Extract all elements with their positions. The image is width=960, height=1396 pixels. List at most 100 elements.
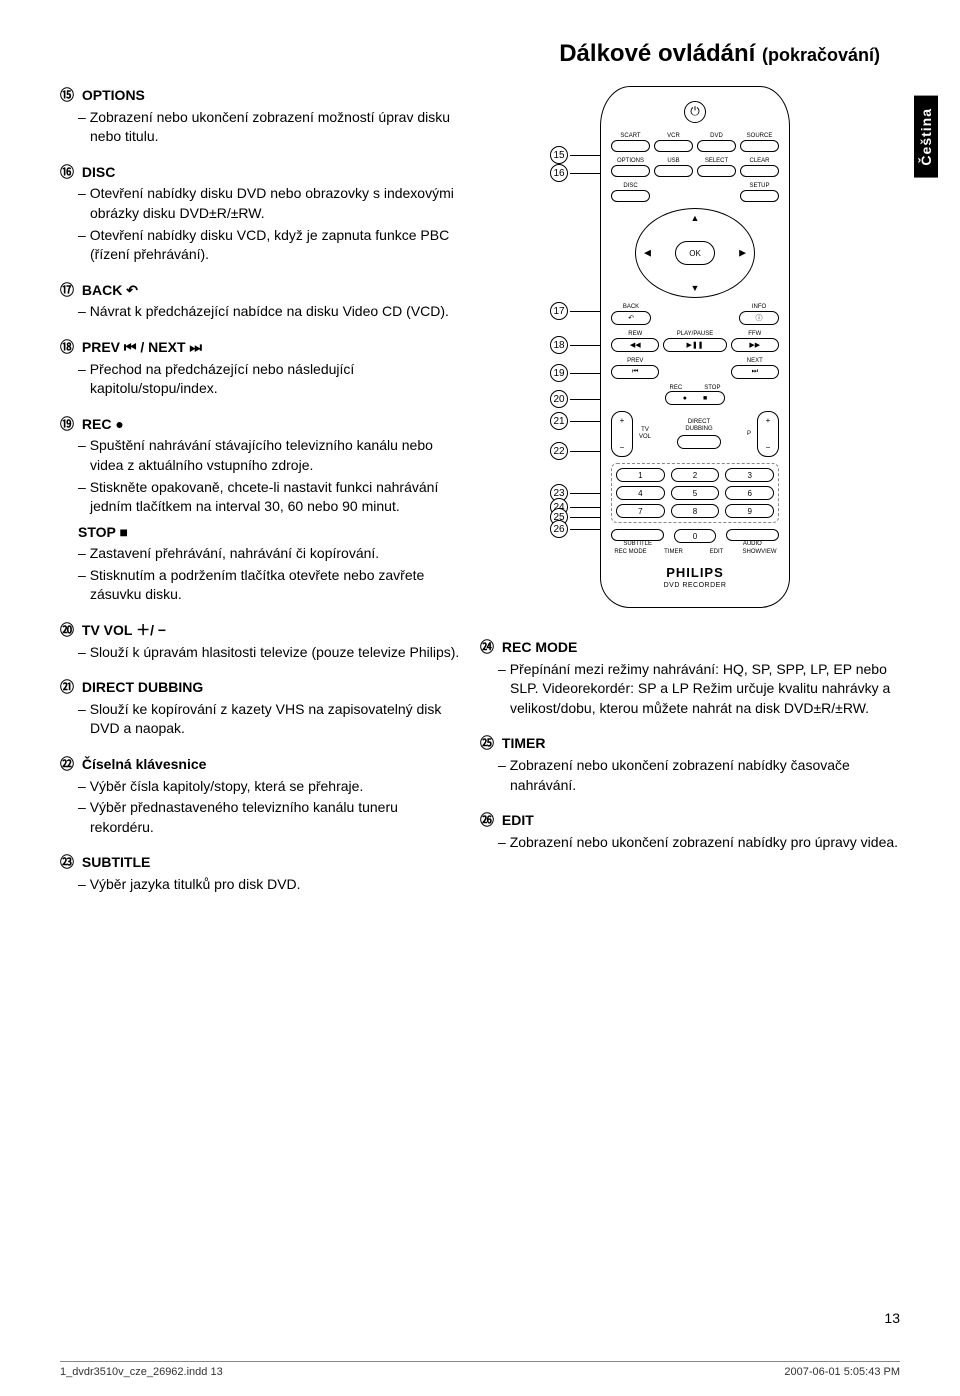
numpad-row: 789	[616, 504, 774, 518]
remote-outline: SCART VCR DVD SOURCE OPTIONS USB SELECT …	[600, 86, 790, 608]
playpause-label: PLAY/PAUSE	[663, 331, 726, 337]
item-heading: ㉔ REC MODE	[480, 638, 900, 658]
footer-left: 1_dvdr3510v_cze_26962.indd 13	[60, 1366, 223, 1378]
numpad-row: 456	[616, 486, 774, 500]
brand-label: PHILIPS	[611, 565, 779, 580]
callout-line	[570, 399, 600, 400]
title-main: Dálkové ovládání	[559, 40, 755, 67]
item-line: Přepínání mezi režimy nahrávání: HQ, SP,…	[498, 660, 900, 719]
item-heading: ⑰ BACK ↶	[60, 281, 460, 301]
item-lines: Slouží k úpravám hlasitosti televize (po…	[78, 643, 460, 663]
rec-stop-pill: ●■	[665, 391, 725, 405]
remote-cell: DVD	[697, 133, 736, 152]
remote-cell: SCART	[611, 133, 650, 152]
p-button: +−	[757, 411, 779, 457]
item-lines: Otevření nabídky disku DVD nebo obrazovk…	[78, 184, 460, 264]
callout: 17	[550, 302, 600, 320]
direct-button	[677, 435, 721, 449]
callout-line	[570, 493, 600, 494]
remote-btn-label: SELECT	[697, 158, 736, 164]
remote-cell: 0	[668, 529, 721, 547]
dpad: ▲ ▼ ◀ ▶ OK	[635, 208, 755, 298]
item-lines: Přechod na předcházející nebo následujíc…	[78, 360, 460, 399]
item-heading: ㉑ DIRECT DUBBING	[60, 678, 460, 698]
callout-line	[570, 373, 600, 374]
callout-line	[570, 155, 600, 156]
remote-under-label: TIMER	[654, 549, 693, 555]
item-line: Zobrazení nebo ukončení zobrazení možnos…	[78, 108, 460, 147]
numpad-key: 5	[671, 486, 720, 500]
main-columns: ⑮ OPTIONSZobrazení nebo ukončení zobraze…	[60, 86, 900, 911]
item-line: Otevření nabídky disku VCD, když je zapn…	[78, 226, 460, 265]
transport-row2: PREV⏮ NEXT⏭	[611, 358, 779, 379]
item-lines: Zobrazení nebo ukončení zobrazení nabídk…	[498, 756, 900, 795]
callout-line	[570, 311, 600, 312]
remote-btn-label: SOURCE	[740, 133, 779, 139]
ffw-icon: ▶▶	[731, 338, 779, 352]
item-line: Stiskněte opakovaně, chcete-li nastavit …	[78, 478, 460, 517]
callout: 21	[550, 412, 600, 430]
item-heading: ㉖ EDIT	[480, 811, 900, 831]
remote-btn	[654, 165, 693, 177]
item-line: Stisknutím a podržením tlačítka otevřete…	[78, 566, 460, 605]
item-line: Slouží k úpravám hlasitosti televize (po…	[78, 643, 460, 663]
callout-number: 19	[550, 364, 568, 382]
dpad-down-icon: ▼	[691, 283, 700, 293]
ok-button: OK	[675, 241, 715, 265]
remote-btn	[611, 190, 650, 202]
item-lines: Spuštění nahrávání stávajícího televizní…	[78, 436, 460, 516]
callout: 15	[550, 146, 600, 164]
numpad-row: 123	[616, 468, 774, 482]
back-info-row: BACK↶ INFOⓘ	[611, 304, 779, 325]
callout-number: 22	[550, 442, 568, 460]
prev-label: PREV	[611, 358, 659, 364]
callout-number: 21	[550, 412, 568, 430]
item-line: Zastavení přehrávání, nahrávání či kopír…	[78, 544, 460, 564]
remote-btn-label: AUDIO	[726, 541, 779, 547]
remote-btn-label: SUBTITLE	[611, 541, 664, 547]
remote-spacer	[654, 183, 693, 202]
callout-line	[570, 173, 600, 174]
right-column: SCART VCR DVD SOURCE OPTIONS USB SELECT …	[480, 86, 900, 911]
item-line: Přechod na předcházející nebo následujíc…	[78, 360, 460, 399]
remote-btn	[740, 190, 779, 202]
info-label: INFO	[739, 304, 779, 310]
item-line: Zobrazení nebo ukončení zobrazení nabídk…	[498, 756, 900, 795]
p-label: P	[747, 431, 751, 438]
info-icon: ⓘ	[739, 311, 779, 325]
item-heading: ⑲ REC ●	[60, 415, 460, 435]
remote-row3: DISC SETUP	[611, 183, 779, 202]
callout-line	[570, 451, 600, 452]
item-lines: Slouží ke kopírování z kazety VHS na zap…	[78, 700, 460, 739]
remote-btn	[611, 140, 650, 152]
callout-number: 18	[550, 336, 568, 354]
list-item: ⑰ BACK ↶Návrat k předcházející nabídce n…	[60, 281, 460, 322]
list-item: ⑱ PREV ⏮ / NEXT ⏭Přechod na předcházejíc…	[60, 338, 460, 399]
numpad: 123 456 789	[611, 463, 779, 523]
list-item: ⑳ TV VOL ＋/ −Slouží k úpravám hlasitosti…	[60, 621, 460, 662]
callout-number: 16	[550, 164, 568, 182]
remote-btn	[611, 165, 650, 177]
dpad-right-icon: ▶	[739, 248, 746, 259]
callout: 16	[550, 164, 600, 182]
item-lines: Výběr čísla kapitoly/stopy, která se pře…	[78, 777, 460, 838]
page-footer: 1_dvdr3510v_cze_26962.indd 13 2007-06-01…	[60, 1361, 900, 1378]
bottom-row: SUBTITLE 0 AUDIO	[611, 529, 779, 547]
remote-cell: DISC	[611, 183, 650, 202]
item-heading: ㉓ SUBTITLE	[60, 853, 460, 873]
remote-btn-label: SCART	[611, 133, 650, 139]
rew-label: REW	[611, 331, 659, 337]
prev-icon: ⏮	[611, 365, 659, 379]
remote-under-label: SHOWVIEW	[740, 549, 779, 555]
item-heading: ⑮ OPTIONS	[60, 86, 460, 106]
item-line: Slouží ke kopírování z kazety VHS na zap…	[78, 700, 460, 739]
vol-direct-row: +− TVVOL DIRECTDUBBING P +−	[611, 411, 779, 457]
remote-btn	[697, 140, 736, 152]
numpad-key: 9	[725, 504, 774, 518]
remote-btn-label: USB	[654, 158, 693, 164]
remote-row2: OPTIONS USB SELECT CLEAR	[611, 158, 779, 177]
rec-stop-row: REC STOP ●■	[611, 385, 779, 405]
numpad-key: 4	[616, 486, 665, 500]
remote-cell: SOURCE	[740, 133, 779, 152]
remote-btn-label: OPTIONS	[611, 158, 650, 164]
